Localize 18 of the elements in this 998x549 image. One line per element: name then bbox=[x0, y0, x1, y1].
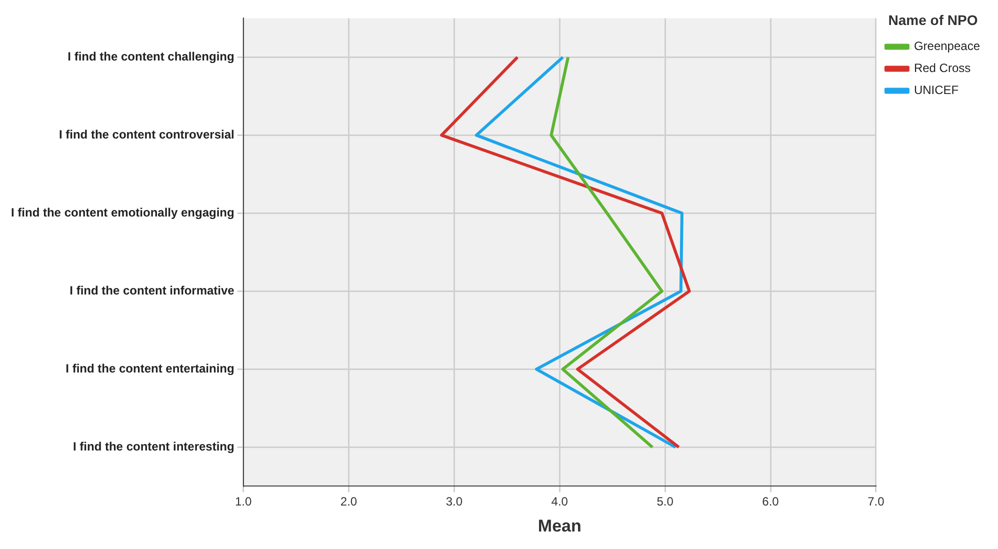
legend-label: UNICEF bbox=[914, 83, 959, 98]
y-tick-label: I find the content emotionally engaging bbox=[10, 206, 234, 220]
x-axis-title: Mean bbox=[538, 516, 582, 536]
x-tick-label: 4.0 bbox=[551, 494, 568, 509]
y-tick-label: I find the content interesting bbox=[72, 440, 234, 454]
y-tick-label: I find the content controversial bbox=[58, 128, 234, 142]
y-tick-label: I find the content challenging bbox=[68, 50, 234, 64]
legend-title: Name of NPO bbox=[888, 12, 978, 28]
legend-label: Red Cross bbox=[914, 61, 971, 76]
y-tick-label: I find the content informative bbox=[70, 284, 235, 298]
y-tick-label: I find the content entertaining bbox=[66, 362, 234, 376]
x-tick-label: 7.0 bbox=[868, 494, 885, 509]
x-tick-label: 3.0 bbox=[446, 494, 463, 509]
x-tick-label: 2.0 bbox=[340, 494, 358, 509]
x-tick-label: 6.0 bbox=[762, 494, 780, 509]
legend-label: Greenpeace bbox=[914, 39, 980, 54]
x-tick-label: 5.0 bbox=[656, 494, 674, 509]
x-tick-label: 1.0 bbox=[234, 494, 252, 509]
